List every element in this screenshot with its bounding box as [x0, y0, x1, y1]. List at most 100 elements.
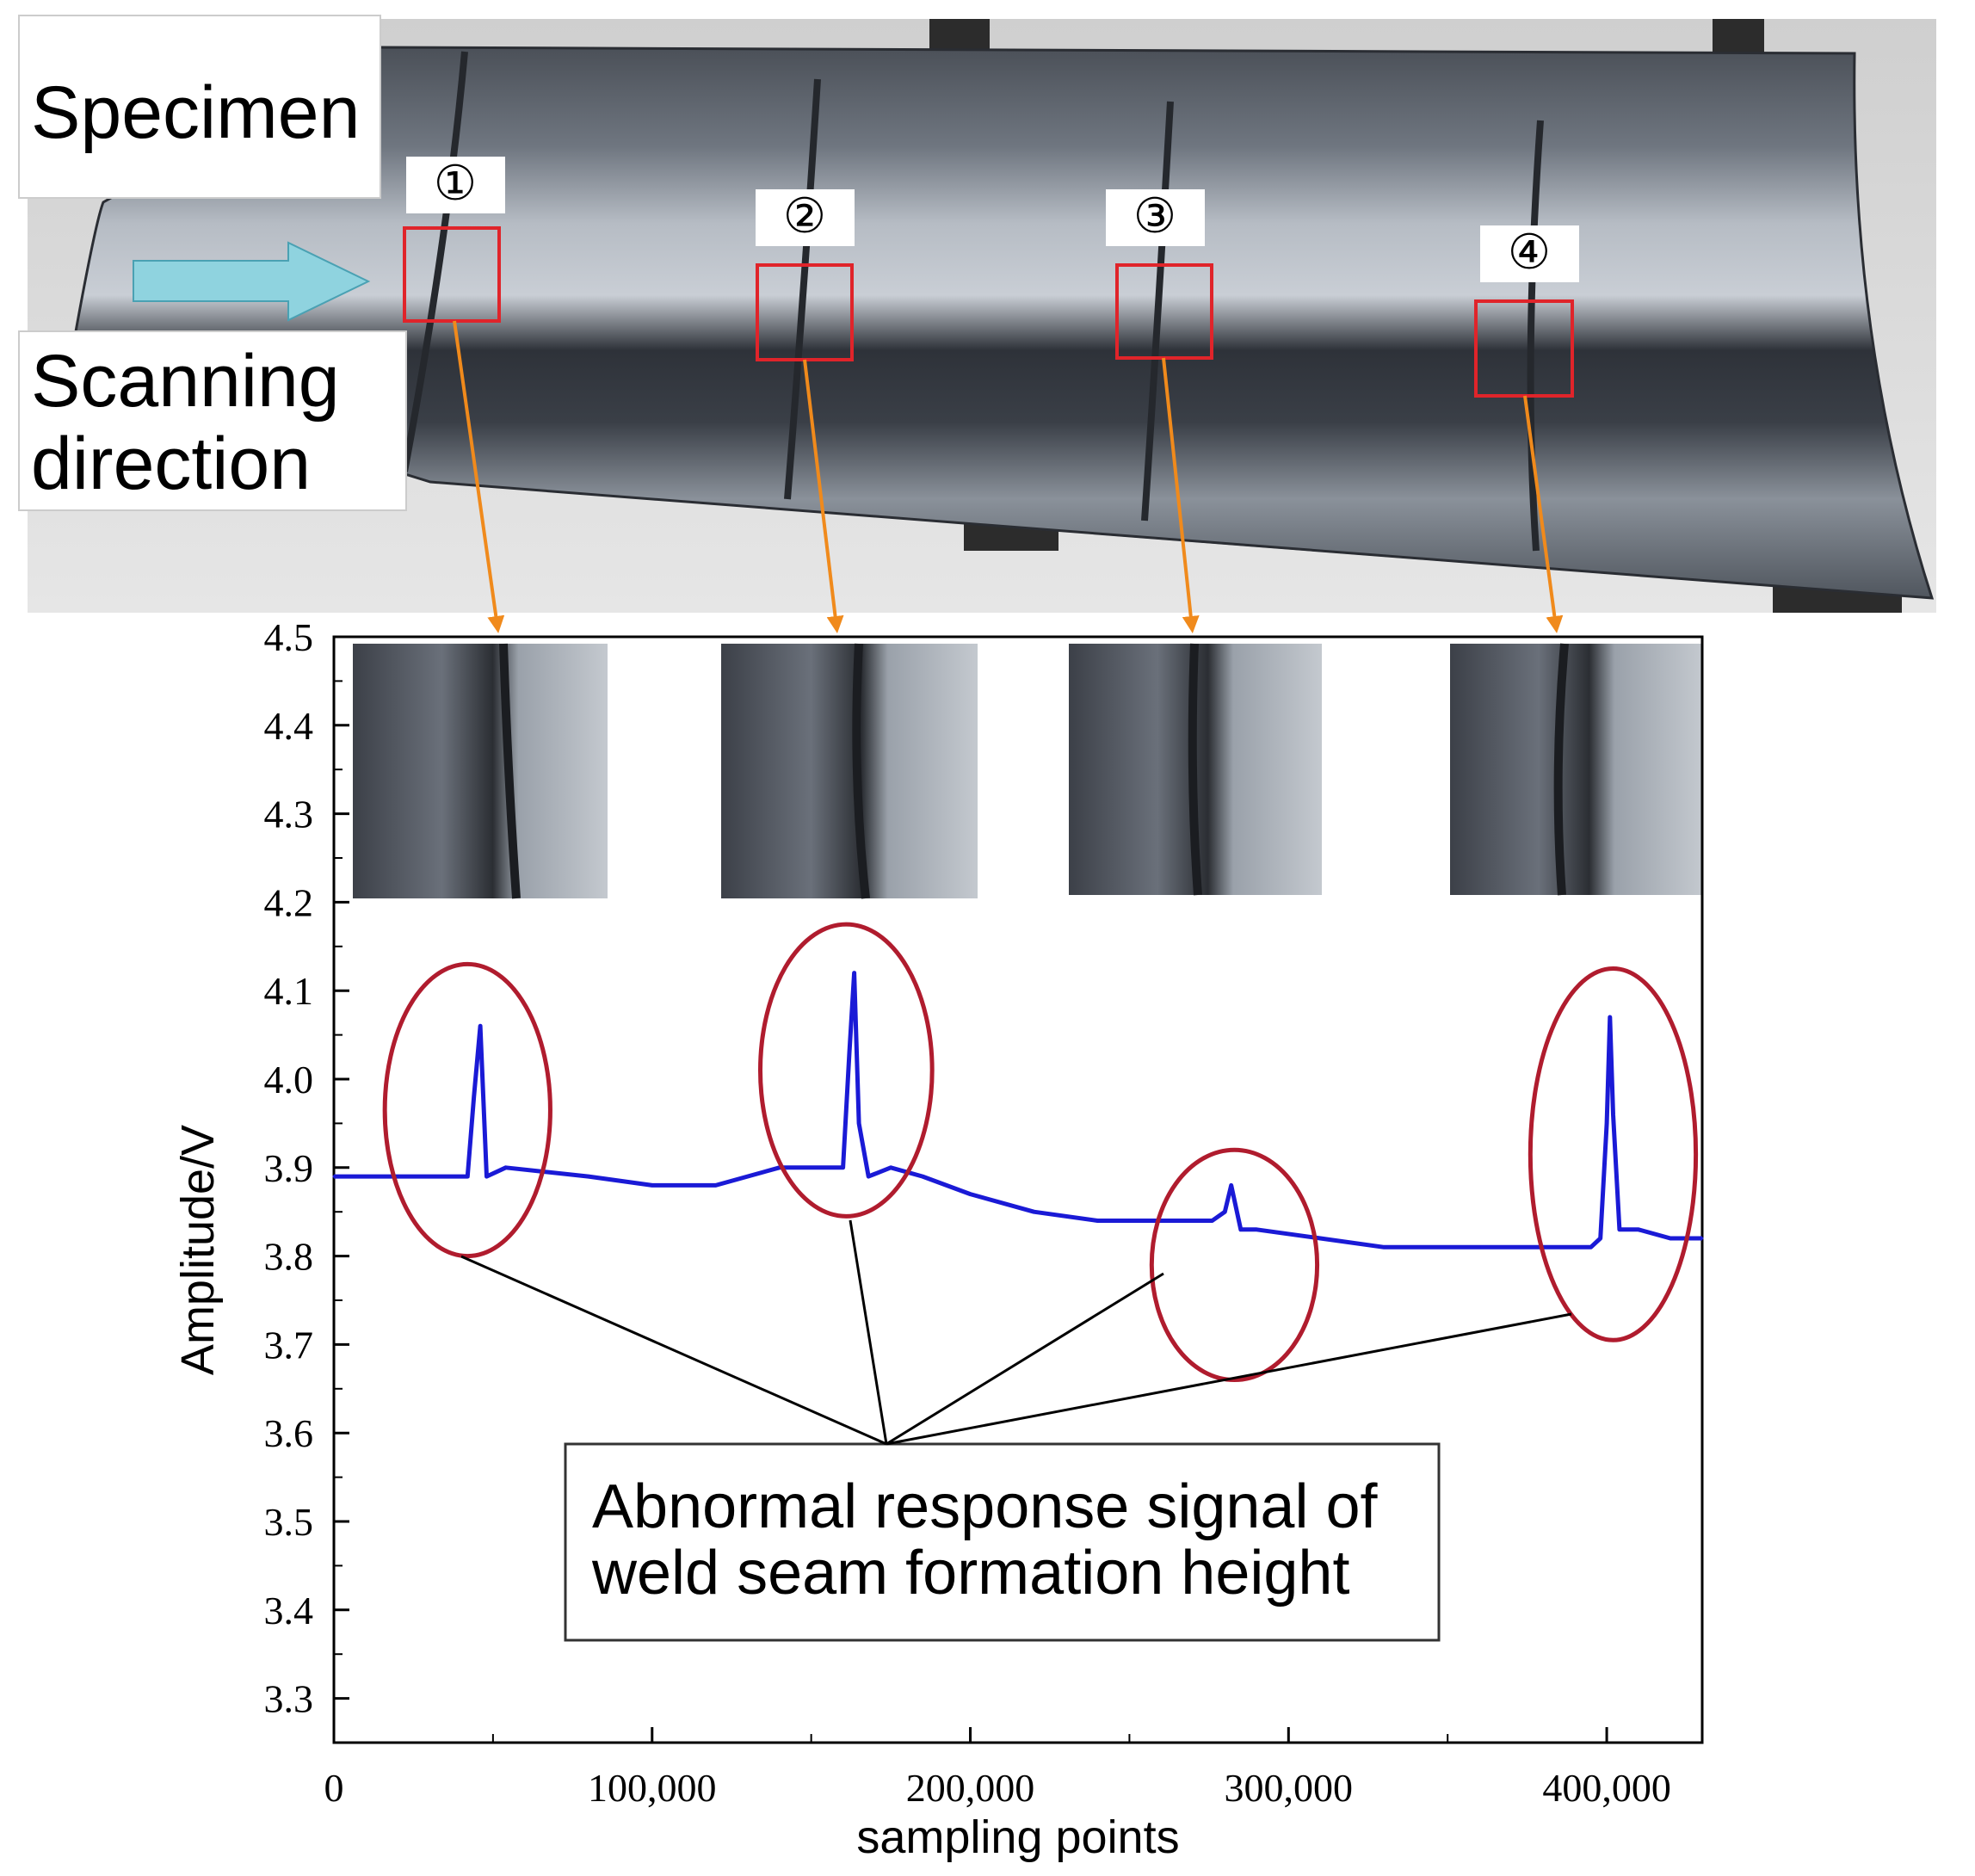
y-tick-label: 4.3	[264, 793, 314, 836]
signal-point	[1032, 1210, 1035, 1213]
signal-point	[484, 1175, 488, 1178]
signal-point	[969, 1193, 972, 1196]
svg-text:①: ①	[434, 157, 477, 211]
leader-arrow-3	[1162, 357, 1200, 633]
signal-point	[1230, 1183, 1233, 1187]
x-axis-label: sampling points	[856, 1811, 1179, 1863]
signal-point	[848, 1051, 851, 1054]
signal-point	[714, 1183, 718, 1187]
weld-closeup-4	[1450, 643, 1703, 896]
signal-point	[587, 1175, 590, 1178]
svg-text:③: ③	[1133, 190, 1176, 244]
signal-chart: 3.3 3.4 3.5 3.6 3.7 3.8 3.9 4.0 4.1 4.2 4.3 4.4 4.5 0…	[172, 615, 1704, 1863]
signal-point	[396, 1175, 399, 1178]
y-tick-label: 3.7	[264, 1323, 314, 1367]
y-tick-label: 3.8	[264, 1235, 314, 1279]
specimen-label-box	[18, 15, 381, 199]
scanning-label-line1: Scanning	[31, 340, 340, 423]
y-tick-label: 4.4	[264, 704, 314, 748]
x-tick-label: 200,000	[906, 1766, 1035, 1810]
annotation-leader-1	[460, 1255, 887, 1446]
signal-point	[472, 1095, 476, 1099]
annotation-leader-4	[886, 1312, 1572, 1446]
annotation-line1: Abnormal response signal of	[592, 1472, 1379, 1541]
weld-seam-4	[1527, 120, 1544, 552]
signal-point	[1127, 1219, 1131, 1222]
scanning-label-box	[18, 330, 407, 511]
weld-seam-1	[401, 51, 468, 472]
signal-point	[921, 1175, 924, 1178]
signal-point	[1599, 1237, 1602, 1240]
svg-text:②: ②	[783, 190, 826, 244]
annotation-box	[564, 1442, 1441, 1642]
scanning-label-line2: direction	[31, 423, 311, 505]
specimen-photo: Specimen Scanning direction ① ② ③ ④	[18, 15, 1936, 633]
weld-seam-3	[1141, 101, 1174, 521]
signal-point	[1382, 1245, 1386, 1249]
signal-point	[1211, 1219, 1214, 1222]
leader-arrow-4	[1523, 395, 1564, 633]
y-tick-label: 4.2	[264, 880, 314, 924]
marker-2: ②	[756, 189, 855, 246]
signal-point	[1618, 1228, 1621, 1231]
signal-point	[1239, 1228, 1243, 1231]
signal-point	[1608, 1015, 1612, 1019]
y-tick-label: 4.1	[264, 969, 314, 1013]
signal-point	[651, 1183, 654, 1187]
signal-point	[1478, 1245, 1481, 1249]
signal-point	[867, 1175, 870, 1178]
leader-arrow-1	[453, 320, 505, 633]
y-axis-label: Amplitude/V	[172, 1125, 224, 1375]
signal-point	[466, 1175, 469, 1178]
y-tick-label: 3.6	[264, 1411, 314, 1455]
x-tick-label: 0	[324, 1766, 344, 1810]
y-tick-label: 4.0	[264, 1058, 314, 1102]
signal-point	[1589, 1245, 1593, 1249]
highlight-box-4	[1474, 299, 1574, 398]
weld-closeup-1	[353, 643, 608, 899]
y-tick-label: 3.9	[264, 1146, 314, 1190]
y-tick-label: 3.3	[264, 1677, 314, 1721]
y-tick-label: 3.4	[264, 1589, 314, 1632]
marker-1: ①	[406, 157, 505, 213]
anomaly-ellipse-4	[1528, 966, 1699, 1342]
annotation-leader-3	[886, 1272, 1164, 1446]
highlight-box-1	[403, 226, 501, 323]
marker-3: ③	[1106, 189, 1205, 246]
signal-point	[1318, 1237, 1322, 1240]
signal-point	[1185, 1219, 1188, 1222]
weld-closeup-2	[721, 643, 978, 899]
anomaly-ellipse-2	[757, 922, 935, 1219]
plot-frame	[332, 635, 1704, 1744]
signal-point	[1700, 1237, 1704, 1240]
signal-point	[842, 1166, 845, 1169]
scanning-direction-arrow	[133, 241, 371, 322]
signal-point	[1669, 1237, 1672, 1240]
annotation-leader-2	[849, 1219, 888, 1445]
anomaly-ellipse-3	[1149, 1147, 1320, 1383]
x-tick-label: 300,000	[1225, 1766, 1354, 1810]
marker-4: ④	[1480, 225, 1579, 282]
signal-series-line	[334, 971, 1702, 1250]
y-tick-label: 4.5	[264, 615, 314, 659]
signal-point	[1611, 1113, 1614, 1116]
signal-point	[816, 1166, 819, 1169]
signal-point	[332, 1175, 336, 1178]
svg-text:④: ④	[1508, 226, 1551, 280]
x-tick-label: 400,000	[1542, 1766, 1671, 1810]
signal-point	[889, 1166, 892, 1169]
signal-point	[857, 1121, 861, 1125]
weld-closeup-3	[1069, 643, 1322, 896]
anomaly-ellipse-1	[382, 961, 552, 1259]
signal-point	[1255, 1228, 1258, 1231]
specimen-label: Specimen	[31, 71, 360, 154]
signal-point	[504, 1166, 508, 1169]
signal-point	[1096, 1219, 1099, 1222]
signal-point	[478, 1024, 482, 1027]
signal-point	[853, 972, 856, 975]
signal-point	[1223, 1210, 1226, 1213]
signal-point	[1605, 1121, 1608, 1125]
signal-point	[1637, 1228, 1640, 1231]
leader-arrow-2	[803, 359, 844, 633]
